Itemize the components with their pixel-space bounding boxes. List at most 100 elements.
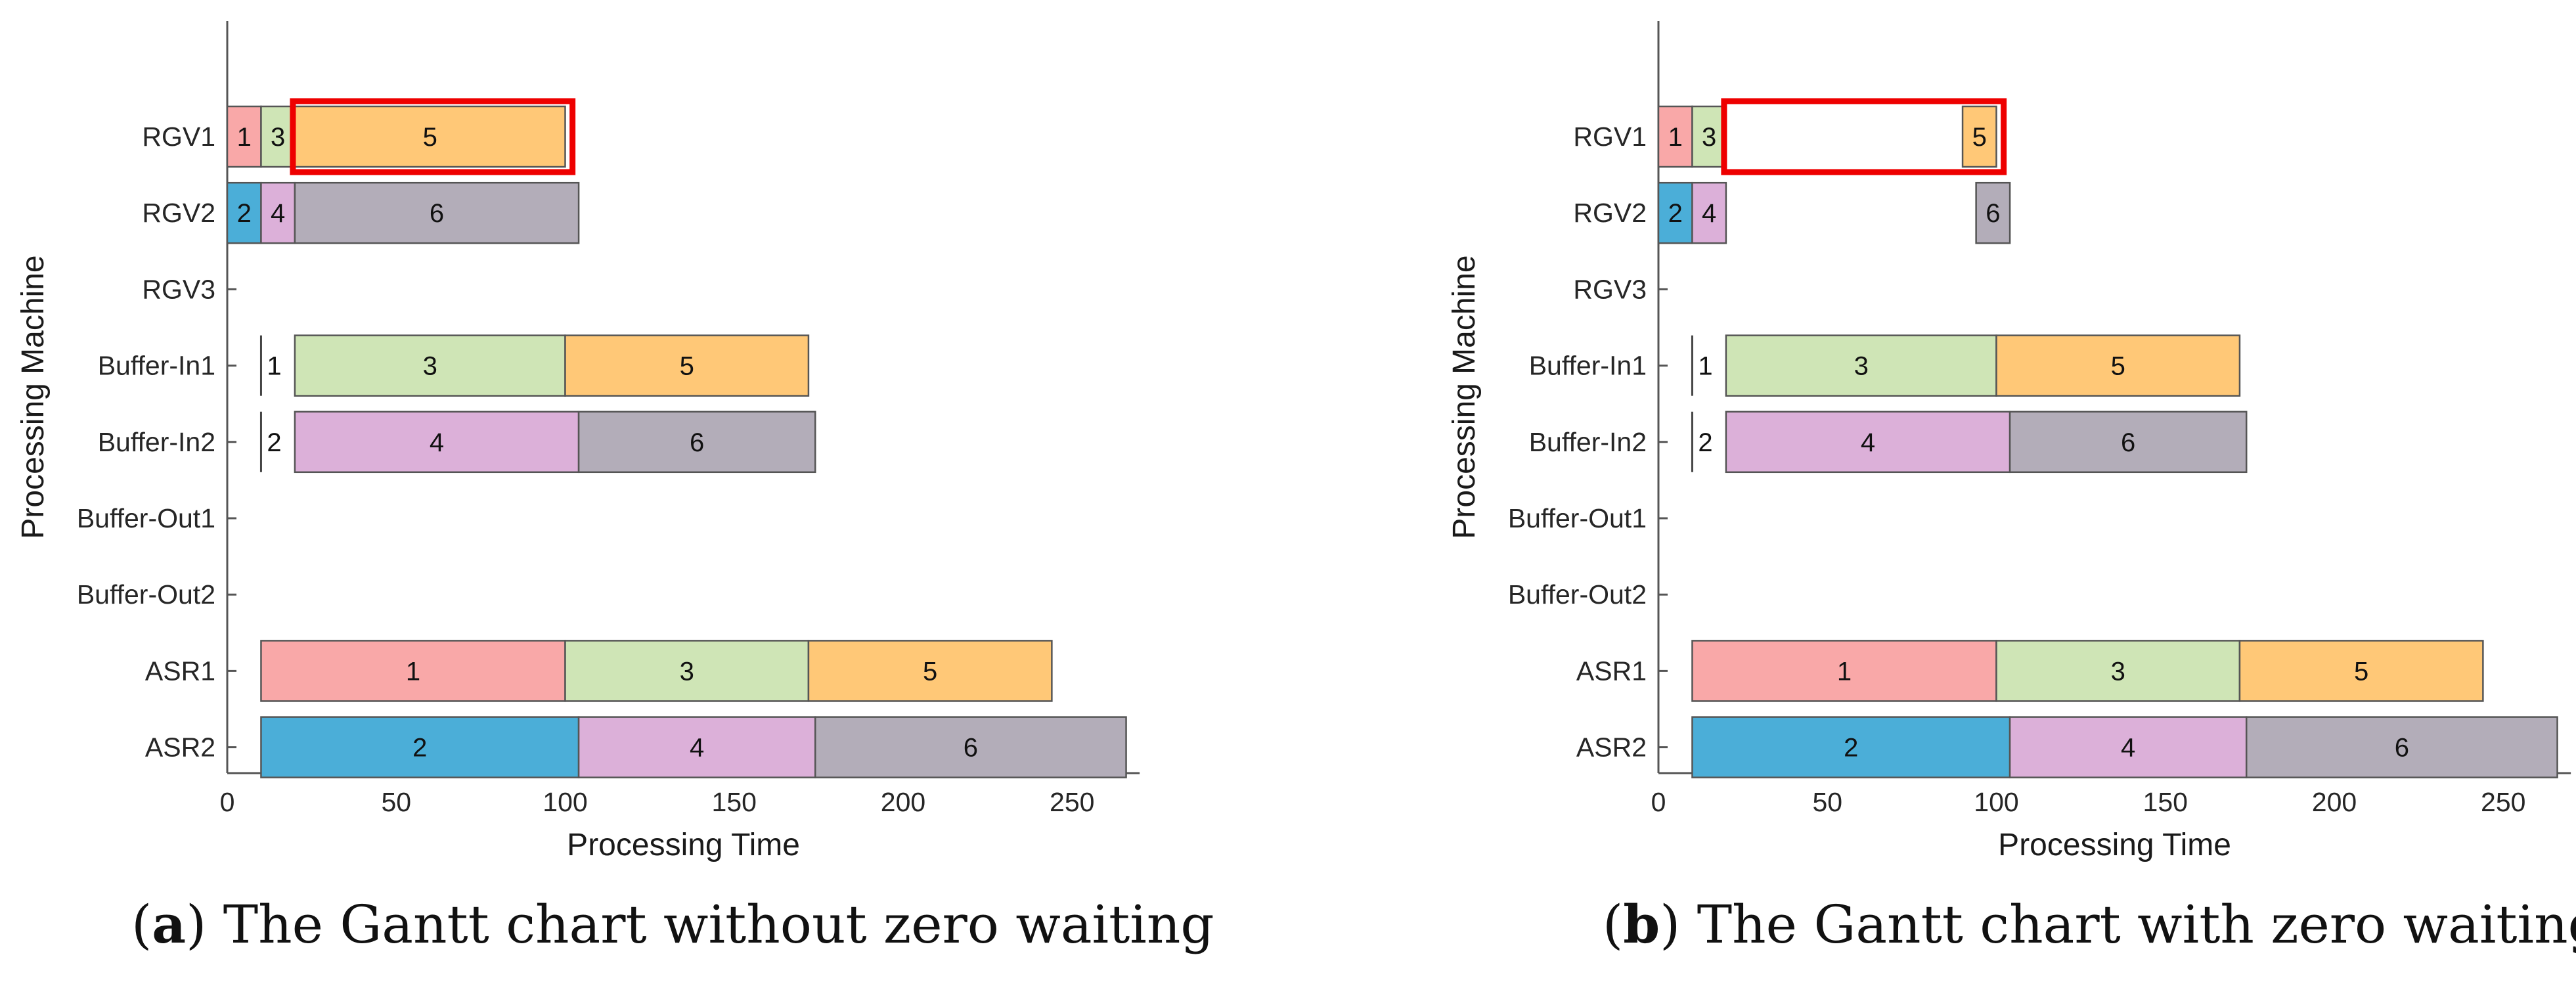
task-bar-asr2-job-2: [1691, 716, 2011, 778]
y-tick-label: Buffer-In2: [98, 427, 215, 457]
task-label: 5: [2354, 657, 2368, 686]
task-label: 3: [1854, 352, 1869, 381]
task-bar-buffer-in2-job-6: [577, 411, 816, 474]
task-bar-asr1-job-5: [807, 640, 1053, 702]
highlight-box: [1721, 98, 2007, 175]
y-axis-title: Processing Machine: [1447, 255, 1482, 539]
task-label: 6: [430, 199, 444, 228]
caption-b-letter: b: [1623, 893, 1660, 955]
task-label: 6: [690, 428, 704, 457]
task-label: 6: [1986, 199, 2000, 228]
y-tick-label: RGV1: [142, 122, 215, 152]
task-label: 5: [2111, 352, 2125, 381]
y-tick-label: Buffer-Out1: [1508, 503, 1647, 533]
task-label: 2: [1698, 428, 1712, 457]
task-bar-rgv1-job-5: [1961, 105, 1997, 168]
x-tick-label: 150: [712, 787, 757, 817]
caption-b: (b) The Gantt chart with zero waiting: [1603, 893, 2576, 955]
x-tick-label: 200: [2312, 787, 2357, 817]
y-tick-label: ASR1: [145, 656, 215, 686]
task-label: 3: [1702, 123, 1716, 152]
task-bar-asr1-job-5: [2238, 640, 2484, 702]
task-bar-rgv2-job-6: [294, 181, 580, 244]
task-label: 1: [1668, 123, 1683, 152]
task-bar-rgv1-job-1: [226, 105, 262, 168]
task-label: 4: [271, 199, 285, 228]
task-bar-buffer-in1-job-5: [1995, 334, 2241, 397]
task-bar-rgv2-job-4: [1691, 181, 1727, 244]
y-axis-title: Processing Machine: [16, 255, 51, 539]
task-bar-buffer-in1-job-3: [1725, 334, 1997, 397]
task-label: 4: [2121, 734, 2135, 763]
y-tick-label: RGV1: [1573, 122, 1647, 152]
task-label: 4: [430, 428, 444, 457]
task-label: 6: [964, 734, 978, 763]
gantt-chart-a: 0 50 100 150 200 250 RGV1 RGV2 RGV3 Buffer-In1 Buf…: [16, 21, 1140, 862]
figure: 0 50 100 150 200 250RGV1RGV2RGV3Buffer-In1Buf…: [16, 21, 2571, 862]
gantt-chart-b: 0 50 100 150 200 250 RGV1 RGV2 RGV3 Buffer-In1 Buf…: [1447, 21, 2571, 862]
task-label: 3: [2111, 657, 2125, 686]
task-label: 2: [1844, 734, 1858, 763]
task-label: 1: [1837, 657, 1852, 686]
task-label: 5: [680, 352, 694, 381]
task-label: 4: [1861, 428, 1875, 457]
task-label: 1: [237, 123, 252, 152]
task-bar-buffer-in1-job-5: [564, 334, 810, 397]
task-bar-asr2-job-4: [2009, 716, 2248, 778]
y-tick-label: Buffer-In1: [98, 351, 215, 381]
task-label: 5: [423, 123, 437, 152]
task-bar-rgv1-job-3: [1691, 105, 1727, 168]
task-bar-asr1-job-1: [1691, 640, 1997, 702]
x-tick-label: 250: [2481, 787, 2525, 817]
task-bar-asr2-job-6: [2245, 716, 2558, 778]
caption-a-letter: a: [152, 893, 187, 955]
task-label: 2: [1668, 199, 1683, 228]
task-bar-buffer-in2-job-4: [1725, 411, 2011, 474]
task-label: 2: [237, 199, 252, 228]
x-tick-label: 100: [543, 787, 587, 817]
x-tick-label: 200: [881, 787, 925, 817]
task-label: 3: [680, 657, 694, 686]
y-tick-label: RGV2: [142, 198, 215, 228]
task-label: 2: [412, 734, 427, 763]
task-bar-rgv1-job-1: [1657, 105, 1693, 168]
task-label: 6: [2121, 428, 2135, 457]
caption-a-text: ) The Gantt chart without zero waiting: [186, 894, 1214, 955]
y-tick-label: Buffer-Out1: [77, 503, 215, 533]
x-tick-label: 0: [220, 787, 235, 817]
task-label: 6: [2395, 734, 2409, 763]
task-label: 1: [406, 657, 420, 686]
task-label: 5: [923, 657, 937, 686]
x-axis-title: Processing Time: [1998, 828, 2231, 862]
y-tick-label: ASR2: [1576, 732, 1647, 763]
y-tick-label: Buffer-In2: [1529, 427, 1647, 457]
y-tick-label: Buffer-Out2: [77, 579, 215, 610]
task-label: 2: [267, 428, 281, 457]
y-tick-label: RGV3: [142, 274, 215, 304]
task-label: 1: [1698, 352, 1712, 381]
task-label: 4: [1702, 199, 1716, 228]
x-axis-title: Processing Time: [567, 828, 800, 862]
task-label: 3: [271, 123, 285, 152]
task-label: 5: [1972, 123, 1987, 152]
y-tick-label: RGV3: [1573, 274, 1647, 304]
x-tick-label: 0: [1651, 787, 1666, 817]
task-label: 4: [690, 734, 704, 763]
task-bar-rgv2-job-6: [1975, 181, 2011, 244]
task-bar-asr2-job-6: [814, 716, 1127, 778]
highlight-box: [290, 98, 576, 175]
x-tick-label: 50: [381, 787, 411, 817]
task-bar-buffer-in2-job-4: [294, 411, 580, 474]
caption-b-text: ) The Gantt chart with zero waiting: [1660, 894, 2576, 955]
x-tick-label: 50: [1812, 787, 1842, 817]
task-label: 3: [423, 352, 437, 381]
task-bar-asr1-job-1: [260, 640, 566, 702]
y-tick-label: Buffer-In1: [1529, 351, 1647, 381]
y-tick-label: RGV2: [1573, 198, 1647, 228]
y-tick-label: ASR1: [1576, 656, 1647, 686]
task-bar-buffer-in2-job-6: [2009, 411, 2248, 474]
task-bar-asr2-job-2: [260, 716, 580, 778]
caption-a: (a) The Gantt chart without zero waiting: [131, 893, 1214, 955]
x-tick-label: 100: [1974, 787, 2018, 817]
task-bar-asr2-job-4: [577, 716, 816, 778]
